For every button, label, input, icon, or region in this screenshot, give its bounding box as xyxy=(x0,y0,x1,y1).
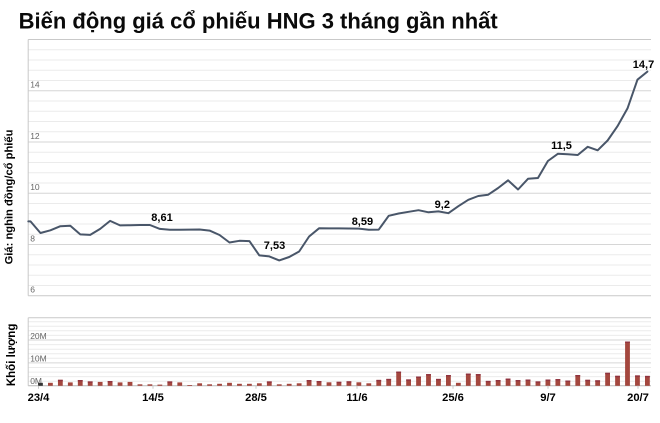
svg-text:8: 8 xyxy=(30,233,35,243)
svg-text:11/6: 11/6 xyxy=(346,392,367,404)
svg-text:Khối lượng: Khối lượng xyxy=(6,324,18,387)
svg-text:20M: 20M xyxy=(30,331,47,341)
svg-text:9,2: 9,2 xyxy=(435,199,450,211)
svg-text:20/7: 20/7 xyxy=(627,392,649,404)
svg-text:0M: 0M xyxy=(30,376,42,386)
svg-text:23/4: 23/4 xyxy=(28,392,51,404)
svg-text:Biến động giá cổ phiếu HNG 3 t: Biến động giá cổ phiếu HNG 3 tháng gần n… xyxy=(19,9,499,34)
svg-text:7,53: 7,53 xyxy=(264,240,285,252)
svg-text:10M: 10M xyxy=(30,354,47,364)
svg-text:8,61: 8,61 xyxy=(151,212,172,224)
svg-text:28/5: 28/5 xyxy=(245,392,267,404)
svg-text:6: 6 xyxy=(30,285,35,295)
svg-text:14,7: 14,7 xyxy=(633,59,654,71)
svg-text:Giá: nghìn đồng/cổ phiếu: Giá: nghìn đồng/cổ phiếu xyxy=(4,129,16,264)
svg-text:11,5: 11,5 xyxy=(551,140,572,152)
svg-text:10: 10 xyxy=(30,182,40,192)
svg-text:9/7: 9/7 xyxy=(540,392,556,404)
svg-text:25/6: 25/6 xyxy=(442,392,464,404)
svg-text:12: 12 xyxy=(30,131,40,141)
svg-text:14: 14 xyxy=(30,80,40,90)
svg-text:14/5: 14/5 xyxy=(142,392,164,404)
svg-text:8,59: 8,59 xyxy=(352,216,373,228)
